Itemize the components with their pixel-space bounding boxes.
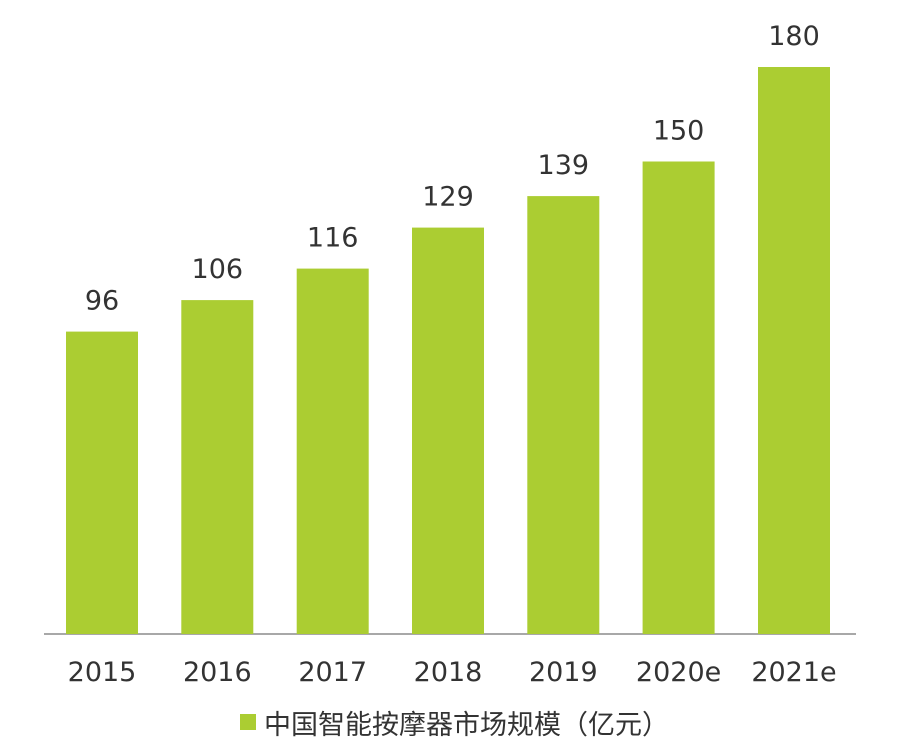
bar-2015: [66, 331, 138, 634]
data-label-2020e: 150: [653, 116, 705, 147]
x-tick-label-2018: 2018: [414, 657, 483, 688]
data-label-2017: 116: [307, 223, 359, 254]
data-label-2021e: 180: [768, 21, 820, 52]
x-tick-label-2016: 2016: [183, 657, 252, 688]
legend-swatch: [240, 714, 256, 730]
legend: 中国智能按摩器市场规模（亿元）: [240, 704, 669, 741]
bar-2020e: [642, 161, 715, 634]
x-tick-label-2021e: 2021e: [751, 657, 836, 688]
bar-2021e: [758, 67, 830, 634]
bar-2018: [412, 227, 484, 634]
data-label-2018: 129: [422, 182, 474, 213]
bar-2019: [527, 196, 600, 634]
x-tick-labels-group: 2015 2016 2017 2018 2019 2020e 2021e: [68, 657, 837, 688]
x-tick-label-2019: 2019: [529, 657, 598, 688]
data-label-2016: 106: [192, 254, 244, 285]
bar-2017: [296, 268, 369, 634]
x-tick-label-2015: 2015: [68, 657, 137, 688]
bars-group: [66, 67, 830, 634]
x-tick-label-2020e: 2020e: [636, 657, 721, 688]
bar-2016: [181, 300, 254, 634]
legend-label: 中国智能按摩器市场规模（亿元）: [264, 709, 669, 741]
x-tick-label-2017: 2017: [298, 657, 367, 688]
data-label-2015: 96: [85, 286, 119, 317]
data-label-2019: 139: [538, 150, 590, 181]
value-labels-group: 96 106 116 129 139 150 180: [85, 21, 820, 317]
